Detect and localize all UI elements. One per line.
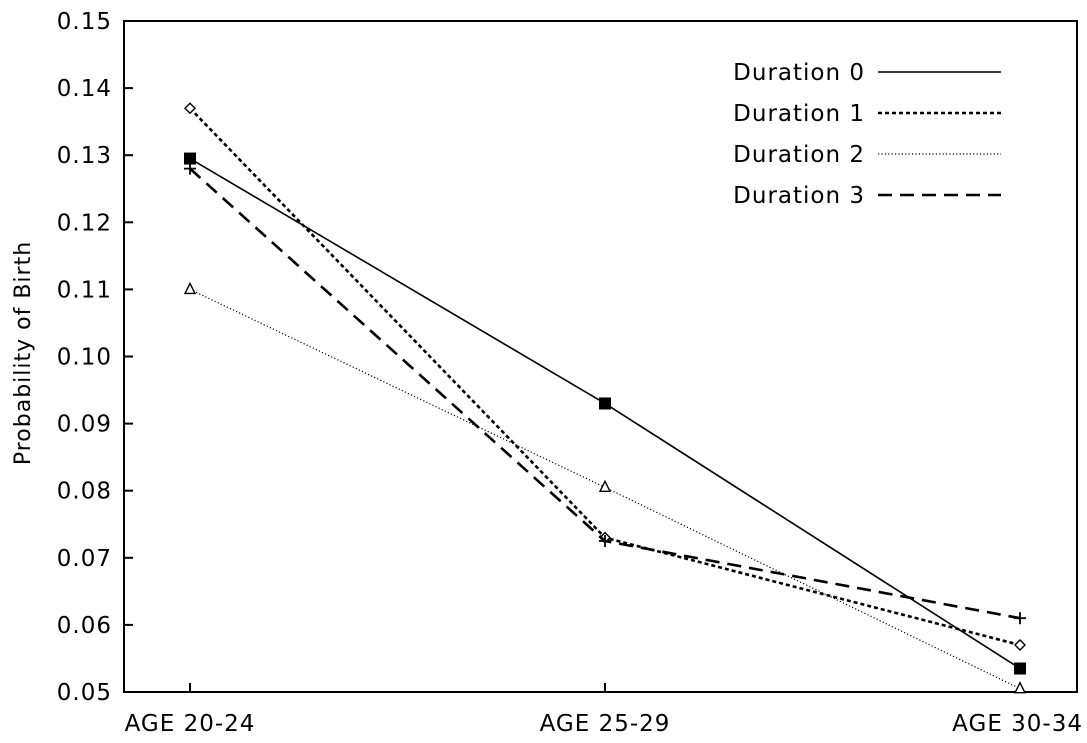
- legend-label: Duration 2: [733, 142, 865, 168]
- data-point: [184, 102, 196, 115]
- y-tick-label: 0.06: [57, 613, 112, 639]
- data-point: [183, 281, 197, 295]
- y-tick-label: 0.10: [57, 345, 112, 371]
- series-0: [184, 152, 1026, 675]
- series-line: [189, 157, 1021, 670]
- series-layer: [183, 102, 1027, 694]
- data-point: [1014, 639, 1026, 652]
- data-point: [1013, 681, 1027, 694]
- axes: 0.05 0.06 0.07 0.08 0.09 0.10 0.11 0.12 0.13 0.14…: [57, 9, 1083, 737]
- y-tick-label: 0.09: [57, 412, 112, 438]
- legend-label: Duration 0: [733, 60, 865, 86]
- y-tick-label: 0.11: [57, 277, 112, 303]
- plot-frame: [123, 20, 1078, 693]
- data-point: [184, 152, 196, 165]
- y-tick-label: 0.13: [57, 143, 112, 169]
- y-tick-label: 0.05: [57, 680, 112, 706]
- series-1: [184, 102, 1026, 652]
- data-point: [599, 397, 611, 410]
- data-point: [1014, 612, 1026, 625]
- legend-label: Duration 3: [733, 183, 865, 209]
- data-point: [1014, 662, 1026, 675]
- x-tick-label: AGE 25-29: [540, 711, 671, 737]
- legend-label: Duration 1: [733, 101, 865, 127]
- data-point: [184, 162, 196, 175]
- x-tick-label: AGE 20-24: [125, 711, 256, 737]
- x-tick-label: AGE 30-34: [952, 711, 1083, 737]
- y-tick-label: 0.12: [57, 210, 112, 236]
- y-tick-label: 0.15: [57, 9, 112, 35]
- y-tick-label: 0.14: [57, 76, 112, 102]
- series-2: [183, 281, 1027, 694]
- y-tick-label: 0.08: [57, 479, 112, 505]
- series-line: [189, 107, 1021, 647]
- data-point: [598, 479, 612, 493]
- y-tick-label: 0.07: [57, 546, 112, 572]
- y-axis-title: Probability of Birth: [11, 241, 36, 465]
- data-point: [599, 535, 611, 548]
- legend: Duration 0 Duration 1 Duration 2 Duration 3: [733, 60, 1001, 209]
- series-3: [184, 162, 1026, 625]
